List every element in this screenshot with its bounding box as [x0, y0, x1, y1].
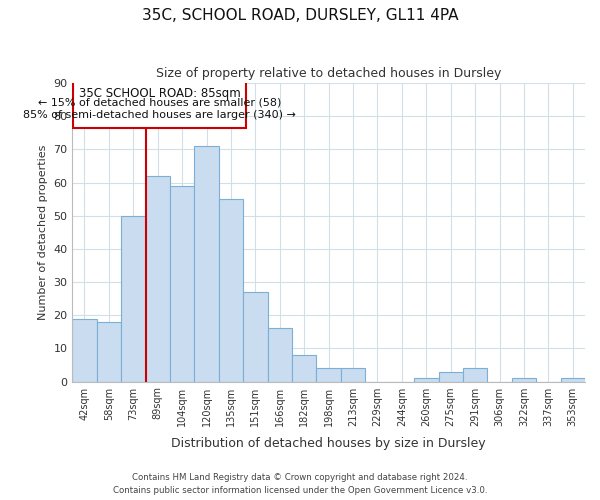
Bar: [316, 368, 341, 382]
Bar: [72, 318, 97, 382]
Bar: [97, 322, 121, 382]
Bar: [194, 146, 219, 382]
Bar: [292, 355, 316, 382]
X-axis label: Distribution of detached houses by size in Dursley: Distribution of detached houses by size …: [172, 437, 486, 450]
Text: ← 15% of detached houses are smaller (58): ← 15% of detached houses are smaller (58…: [38, 98, 281, 108]
Bar: [414, 378, 439, 382]
Bar: [121, 216, 146, 382]
Title: Size of property relative to detached houses in Dursley: Size of property relative to detached ho…: [156, 68, 502, 80]
Text: 35C, SCHOOL ROAD, DURSLEY, GL11 4PA: 35C, SCHOOL ROAD, DURSLEY, GL11 4PA: [142, 8, 458, 22]
Bar: [512, 378, 536, 382]
Bar: [146, 176, 170, 382]
Bar: [219, 199, 243, 382]
Bar: [268, 328, 292, 382]
Bar: [439, 372, 463, 382]
Bar: [170, 186, 194, 382]
Bar: [73, 82, 245, 128]
Bar: [560, 378, 585, 382]
Bar: [243, 292, 268, 382]
Text: 35C SCHOOL ROAD: 85sqm: 35C SCHOOL ROAD: 85sqm: [79, 87, 241, 100]
Y-axis label: Number of detached properties: Number of detached properties: [38, 144, 48, 320]
Text: Contains HM Land Registry data © Crown copyright and database right 2024.
Contai: Contains HM Land Registry data © Crown c…: [113, 474, 487, 495]
Bar: [463, 368, 487, 382]
Text: 85% of semi-detached houses are larger (340) →: 85% of semi-detached houses are larger (…: [23, 110, 296, 120]
Bar: [341, 368, 365, 382]
